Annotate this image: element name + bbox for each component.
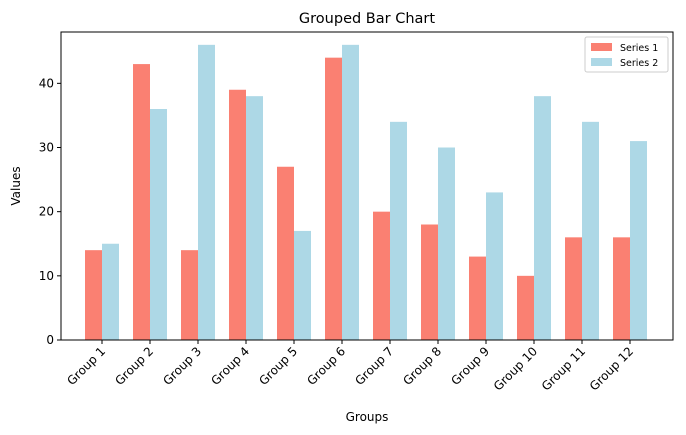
bar-series-2-8 [438, 147, 455, 340]
bar-series-2-4 [246, 96, 263, 341]
bar-series-1-2 [133, 64, 150, 340]
legend-label-series-1: Series 1 [620, 43, 658, 54]
bar-series-2-1 [102, 243, 119, 340]
y-axis-title: Values [9, 166, 23, 205]
legend: Series 1 Series 2 [584, 36, 669, 73]
y-tick-label: 10 [39, 269, 54, 283]
bar-series-2-5 [294, 230, 311, 340]
x-tick-label: Group 6 [304, 344, 348, 388]
bar-series-1-4 [229, 89, 246, 340]
bar-series-1-7 [373, 211, 390, 340]
bar-series-2-10 [534, 96, 551, 341]
x-tick-label: Group 7 [352, 344, 396, 388]
bar-series-2-2 [150, 109, 167, 340]
x-axis: Group 1 Group 2 Group 3 Group 4 Group 5 Group… [64, 340, 636, 393]
legend-swatch-series-2 [591, 58, 612, 66]
y-axis: 0 10 20 30 40 [39, 76, 61, 347]
bar-series-2-7 [390, 121, 407, 340]
y-tick-label: 0 [46, 333, 54, 347]
bar-series-2-9 [486, 192, 503, 340]
x-tick-label: Group 2 [112, 344, 156, 388]
x-tick-label: Group 5 [256, 344, 300, 388]
plot-frame [60, 31, 674, 341]
chart-title: Grouped Bar Chart [299, 11, 435, 27]
x-axis-title: Groups [346, 410, 389, 424]
x-tick-label: Group 4 [208, 344, 252, 388]
x-tick-label: Group 11 [539, 344, 588, 393]
bar-series-1-5 [277, 166, 294, 340]
bar-series-1-9 [469, 256, 486, 340]
bar-series-2-3 [198, 44, 215, 340]
bar-series-1-11 [565, 237, 582, 340]
bar-series-1-10 [517, 275, 534, 340]
y-tick-label: 30 [39, 141, 54, 155]
bar-series-1-6 [325, 57, 342, 341]
bar-series-2-11 [582, 121, 599, 340]
legend-label-series-2: Series 2 [620, 58, 658, 69]
x-tick-label: Group 8 [400, 344, 444, 388]
x-tick-label: Group 3 [160, 344, 204, 388]
bar-series-2-12 [630, 141, 647, 340]
x-tick-label: Group 10 [491, 344, 540, 393]
y-tick-label: 40 [39, 76, 54, 90]
x-tick-label: Group 9 [448, 344, 492, 388]
bars-layer [85, 44, 647, 341]
bar-series-1-12 [613, 237, 630, 340]
x-tick-label: Group 1 [64, 344, 108, 388]
y-tick-label: 20 [39, 205, 54, 219]
x-tick-label: Group 12 [587, 344, 636, 393]
bar-series-1-1 [85, 250, 102, 340]
legend-swatch-series-1 [591, 43, 612, 51]
bar-series-1-8 [421, 224, 438, 340]
bar-series-2-6 [342, 44, 359, 340]
bar-series-1-3 [181, 250, 198, 340]
